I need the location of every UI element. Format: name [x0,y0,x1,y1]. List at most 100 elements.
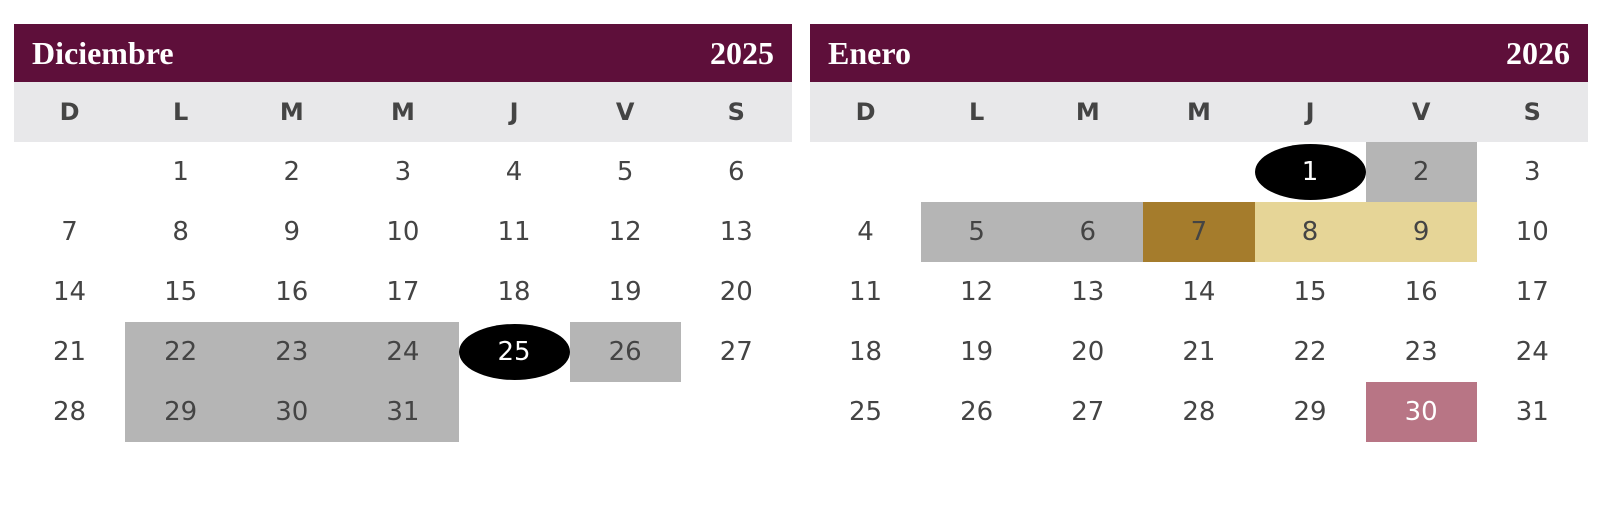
weekday-label: V [615,98,635,126]
weekday-label: L [969,98,985,126]
day-cell [1032,142,1143,202]
weekday-label: J [509,98,519,126]
day-cell: 24 [1515,337,1549,367]
day-cell: 18 [849,337,883,367]
day-cell: 12 [608,217,642,247]
weekday-label: S [727,98,745,126]
day-cell: 31 [347,382,459,442]
day-cell: 13 [719,217,753,247]
day-cell: 29 [125,382,237,442]
day-cell: 8 [1254,202,1366,262]
weekday-label: D [59,98,80,126]
day-cell: 1 [172,157,189,187]
weekday-label: S [1523,98,1541,126]
month-title: Diciembre [32,34,174,71]
day-cell: 14 [53,277,87,307]
day-cell: 23 [1404,337,1438,367]
day-number: 5 [968,217,985,247]
day-cell: 12 [960,277,994,307]
day-cell: 1 [1254,142,1366,202]
day-number: 2 [1412,157,1430,187]
week-row: 28 29 30 31 [14,382,792,442]
day-cell: 19 [960,337,994,367]
day-cell: 22 [125,322,237,382]
day-number: 30 [1404,397,1438,427]
weekday-label: V [1411,98,1431,126]
day-cell [681,382,792,442]
day-number: 1 [1301,157,1319,187]
week-row: 1 2 3 [810,142,1588,202]
day-cell: 17 [386,277,420,307]
day-cell [810,142,921,202]
day-cell: 29 [1293,397,1327,427]
day-number: 31 [386,397,420,427]
day-number: 26 [608,337,642,367]
holiday-circle: 25 [458,324,570,380]
day-cell: 27 [1071,397,1105,427]
day-cell [14,142,125,202]
day-number: 29 [164,397,198,427]
day-cell: 9 [283,217,301,247]
day-cell [921,142,1032,202]
day-number: 6 [1079,217,1097,247]
day-cell: 3 [394,157,412,187]
day-cell [570,382,681,442]
day-cell: 13 [1071,277,1105,307]
day-cell: 7 [1143,202,1255,262]
month-year: 2026 [1506,34,1570,71]
day-cell: 10 [1515,217,1549,247]
weekday-label: M [390,98,415,126]
day-cell: 20 [1071,337,1105,367]
day-number: 30 [275,397,309,427]
day-cell [459,382,570,442]
day-number: 22 [164,337,198,367]
day-cell: 22 [1293,337,1327,367]
day-cell: 9 [1365,202,1477,262]
weekday-label: M [279,98,304,126]
day-cell: 11 [497,217,531,247]
day-cell: 23 [236,322,348,382]
day-cell: 15 [1293,277,1327,307]
day-cell: 26 [960,397,994,427]
holiday-circle: 1 [1254,144,1366,200]
month-header: Diciembre 2025 [14,24,792,82]
day-cell: 25 [849,397,883,427]
day-number: 7 [1190,217,1208,247]
day-cell: 7 [61,217,78,247]
day-cell: 10 [386,217,420,247]
week-row: 11 12 13 14 15 16 17 [810,262,1588,322]
day-cell: 4 [857,217,874,247]
weekday-label: M [1075,98,1100,126]
day-cell: 16 [275,277,309,307]
day-cell: 2 [1365,142,1477,202]
day-cell: 6 [728,157,745,187]
month-title: Enero [828,34,911,71]
weekday-label: M [1186,98,1211,126]
weekday-label: L [173,98,189,126]
month-calendar: Diciembre 2025 D L M M J V S 1 2 3 4 5 6 7 8 9 10 11 12 13 14 1… [14,24,792,442]
day-cell: 6 [1032,202,1144,262]
day-cell: 24 [347,322,459,382]
month-calendar: Enero 2026 D L M M J V S 1 2 3 4 5 6 7 8 9 10 11 12 13 14 15 16 1… [810,24,1588,442]
day-cell: 31 [1515,397,1549,427]
day-cell: 5 [921,202,1033,262]
day-cell: 28 [1182,397,1216,427]
day-cell: 30 [1365,382,1477,442]
month-year: 2025 [710,34,774,71]
weekday-label: D [855,98,876,126]
day-cell: 21 [1182,337,1216,367]
week-row: 25 26 27 28 29 30 31 [810,382,1588,442]
day-cell: 4 [505,157,523,187]
day-number: 24 [386,337,420,367]
week-row: 18 19 20 21 22 23 24 [810,322,1588,382]
day-cell: 15 [164,277,198,307]
day-cell: 30 [236,382,348,442]
day-cell: 17 [1515,277,1549,307]
day-cell: 3 [1524,157,1541,187]
day-cell: 28 [53,397,87,427]
week-row: 21 22 23 24 25 26 27 [14,322,792,382]
week-row: 4 5 6 7 8 9 10 [810,202,1588,262]
day-number: 9 [1412,217,1430,247]
